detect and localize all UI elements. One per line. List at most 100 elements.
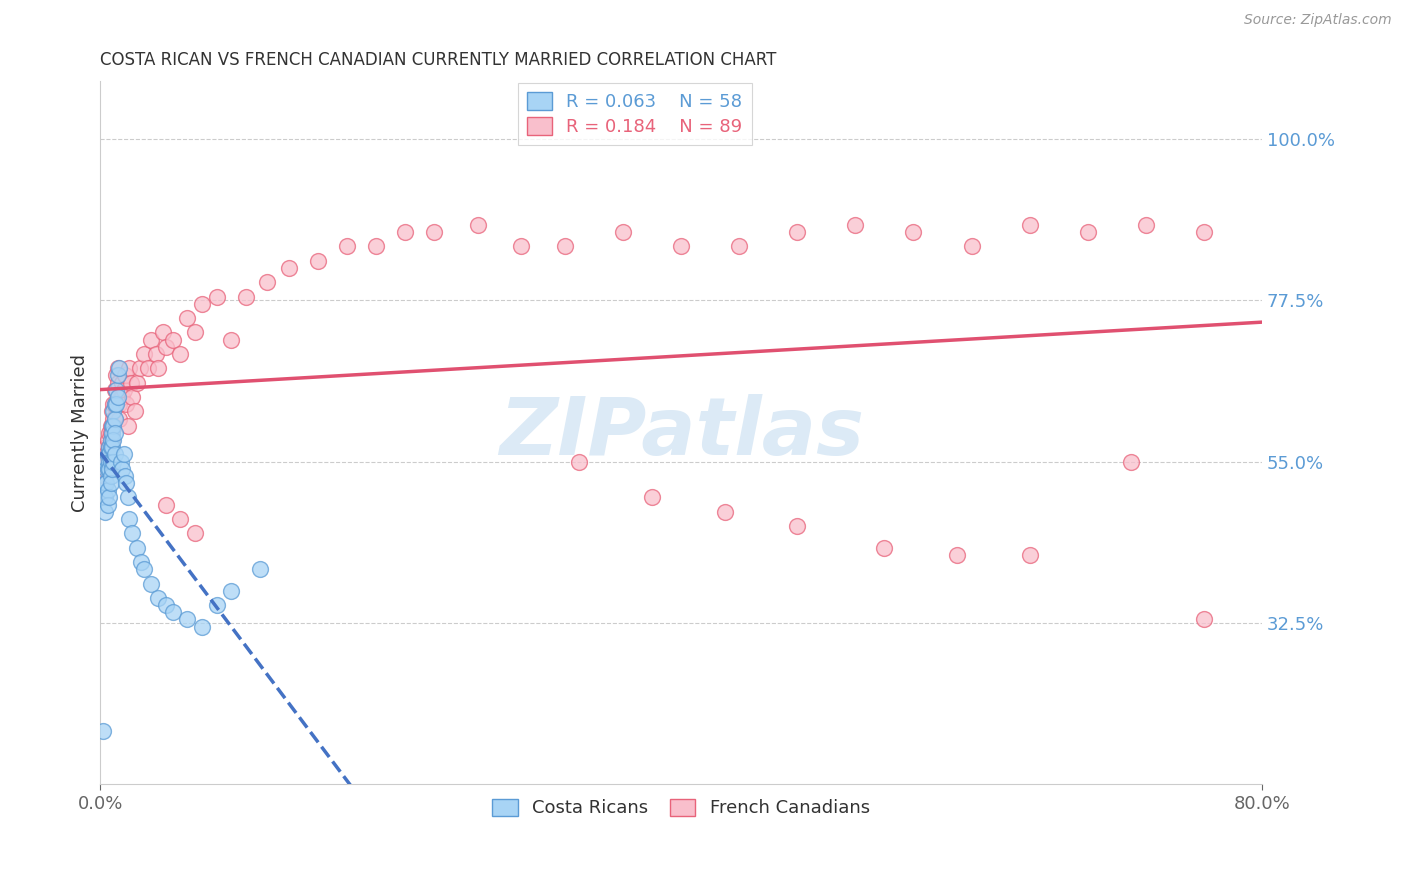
- Point: [114, 469, 136, 483]
- Point: [101, 433, 124, 447]
- Point: [103, 418, 125, 433]
- Point: [786, 519, 808, 533]
- Text: ZIPatlas: ZIPatlas: [499, 394, 863, 472]
- Point: [96, 440, 118, 454]
- Point: [125, 376, 148, 390]
- Point: [117, 418, 139, 433]
- Point: [1135, 218, 1157, 232]
- Point: [1192, 612, 1215, 626]
- Point: [1018, 218, 1040, 232]
- Point: [97, 462, 120, 476]
- Point: [169, 512, 191, 526]
- Point: [118, 512, 141, 526]
- Point: [101, 418, 124, 433]
- Point: [120, 376, 142, 390]
- Point: [155, 340, 177, 354]
- Point: [155, 498, 177, 512]
- Point: [111, 390, 134, 404]
- Point: [97, 433, 120, 447]
- Point: [205, 598, 228, 612]
- Point: [256, 275, 278, 289]
- Point: [101, 462, 124, 476]
- Point: [100, 433, 122, 447]
- Point: [104, 397, 127, 411]
- Point: [903, 225, 925, 239]
- Point: [101, 418, 124, 433]
- Point: [1077, 225, 1099, 239]
- Point: [278, 260, 301, 275]
- Point: [141, 333, 163, 347]
- Point: [104, 425, 127, 440]
- Point: [235, 289, 257, 303]
- Point: [98, 491, 121, 505]
- Point: [112, 447, 135, 461]
- Point: [394, 225, 416, 239]
- Legend: Costa Ricans, French Canadians: Costa Ricans, French Canadians: [485, 791, 877, 824]
- Point: [128, 361, 150, 376]
- Point: [100, 440, 122, 454]
- Point: [108, 397, 131, 411]
- Point: [641, 491, 664, 505]
- Point: [104, 411, 127, 425]
- Point: [110, 390, 132, 404]
- Point: [98, 447, 121, 461]
- Point: [946, 548, 969, 562]
- Point: [103, 411, 125, 425]
- Point: [148, 591, 170, 605]
- Point: [101, 425, 124, 440]
- Point: [713, 505, 735, 519]
- Point: [183, 526, 205, 541]
- Point: [728, 239, 751, 253]
- Point: [97, 447, 120, 461]
- Point: [121, 526, 143, 541]
- Point: [100, 418, 122, 433]
- Point: [148, 361, 170, 376]
- Point: [960, 239, 983, 253]
- Point: [1192, 225, 1215, 239]
- Point: [191, 619, 214, 633]
- Point: [121, 390, 143, 404]
- Point: [219, 333, 242, 347]
- Point: [100, 440, 122, 454]
- Point: [191, 297, 214, 311]
- Point: [111, 376, 134, 390]
- Point: [105, 368, 128, 383]
- Point: [93, 491, 115, 505]
- Point: [98, 425, 121, 440]
- Point: [162, 605, 184, 619]
- Point: [423, 225, 446, 239]
- Point: [93, 505, 115, 519]
- Point: [107, 376, 129, 390]
- Point: [100, 476, 122, 491]
- Point: [118, 361, 141, 376]
- Point: [96, 476, 118, 491]
- Point: [205, 289, 228, 303]
- Point: [152, 326, 174, 340]
- Point: [336, 239, 359, 253]
- Point: [1121, 454, 1143, 468]
- Point: [111, 462, 134, 476]
- Point: [162, 333, 184, 347]
- Point: [103, 454, 125, 468]
- Point: [98, 440, 121, 454]
- Point: [100, 454, 122, 468]
- Point: [1018, 548, 1040, 562]
- Point: [96, 454, 118, 468]
- Point: [554, 239, 576, 253]
- Point: [98, 454, 121, 468]
- Point: [145, 347, 167, 361]
- Point: [568, 454, 591, 468]
- Point: [110, 454, 132, 468]
- Point: [93, 454, 115, 468]
- Point: [107, 368, 129, 383]
- Point: [107, 361, 129, 376]
- Point: [91, 723, 114, 738]
- Point: [366, 239, 388, 253]
- Point: [132, 347, 155, 361]
- Point: [115, 397, 138, 411]
- Point: [136, 361, 159, 376]
- Point: [115, 476, 138, 491]
- Point: [873, 541, 896, 555]
- Point: [125, 541, 148, 555]
- Point: [105, 383, 128, 397]
